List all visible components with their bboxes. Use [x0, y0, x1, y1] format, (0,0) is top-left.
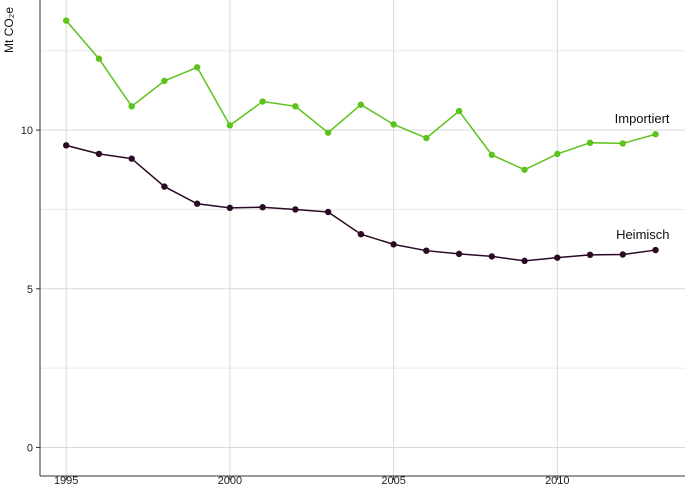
data-point-heimisch — [292, 206, 299, 213]
data-point-importiert — [128, 103, 135, 110]
series-label-importiert: Importiert — [615, 111, 670, 126]
data-point-importiert — [455, 107, 463, 115]
data-point-heimisch — [128, 155, 135, 162]
x-tick-label: 2010 — [545, 475, 569, 486]
data-point-heimisch — [586, 251, 594, 259]
grid-lines — [40, 0, 685, 476]
series-line-importiert — [65, 20, 656, 171]
axes: 0 5 10 1995 2000 2005 2010 — [21, 0, 685, 486]
data-point-importiert — [488, 151, 496, 159]
data-point-importiert — [62, 17, 70, 24]
data-point-importiert — [95, 55, 103, 62]
data-point-heimisch — [226, 204, 234, 212]
data-point-heimisch — [62, 142, 70, 149]
data-point-heimisch — [259, 204, 266, 211]
data-point-importiert — [357, 101, 365, 108]
data-point-heimisch — [357, 230, 365, 238]
series-label-heimisch: Heimisch — [616, 227, 669, 242]
data-point-heimisch — [324, 208, 332, 216]
data-point-importiert — [521, 166, 528, 173]
data-point-heimisch — [193, 200, 201, 207]
data-point-importiert — [586, 139, 594, 146]
data-point-importiert — [652, 131, 659, 138]
data-point-heimisch — [95, 150, 103, 158]
data-point-importiert — [390, 121, 397, 128]
data-point-importiert — [259, 98, 266, 105]
y-tick-label: 0 — [27, 442, 33, 454]
data-point-importiert — [324, 129, 332, 136]
data-point-heimisch — [161, 183, 168, 190]
data-point-importiert — [292, 103, 299, 110]
data-point-heimisch — [488, 253, 496, 260]
data-point-heimisch — [619, 251, 626, 258]
data-point-importiert — [193, 64, 201, 71]
series-line-heimisch — [66, 144, 656, 262]
data-point-heimisch — [455, 250, 463, 258]
x-tick-label: 2005 — [381, 475, 405, 486]
y-tick-label: 10 — [21, 125, 33, 137]
data-point-importiert — [423, 134, 430, 142]
data-point-heimisch — [554, 254, 561, 261]
x-tick-label: 2000 — [218, 475, 242, 486]
data-point-heimisch — [652, 246, 659, 254]
data-point-heimisch — [521, 257, 528, 265]
data-point-heimisch — [390, 241, 397, 248]
data-point-importiert — [226, 122, 234, 129]
data-point-heimisch — [423, 247, 430, 254]
y-tick-label: 5 — [27, 284, 33, 296]
x-tick-label: 1995 — [54, 475, 78, 486]
y-axis-title: Mt CO₂e — [2, 7, 16, 53]
data-point-importiert — [554, 150, 561, 158]
data-point-importiert — [619, 140, 626, 147]
series-layer: Importiert Heimisch — [62, 17, 670, 265]
data-point-importiert — [161, 77, 168, 85]
